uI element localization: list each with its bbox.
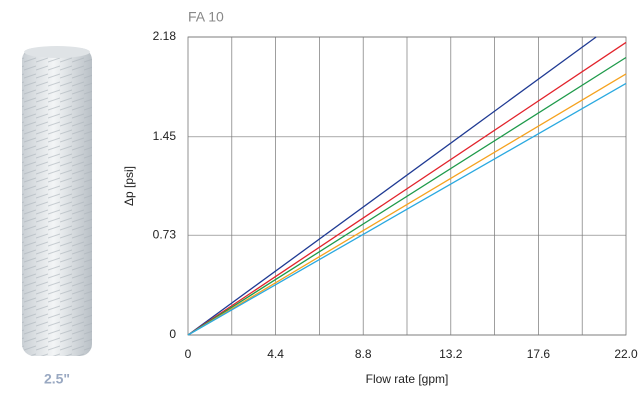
series-line — [187, 73, 627, 336]
y-tick-label: 2.18 — [153, 29, 177, 43]
series-line — [187, 56, 627, 336]
x-tick-label: 22.0 — [614, 347, 638, 361]
series-line — [187, 36, 597, 336]
plot-frame — [187, 36, 627, 336]
filter-cartridge — [22, 46, 92, 356]
x-tick-label: 0 — [185, 347, 192, 361]
y-tick-label: 0 — [169, 327, 176, 341]
series-line — [187, 41, 627, 336]
series-line — [187, 82, 627, 336]
y-tick-label: 0.73 — [153, 227, 177, 241]
y-tick-label: 1.45 — [153, 129, 177, 143]
x-axis-label: Flow rate [gpm] — [366, 372, 449, 386]
x-tick-label: 8.8 — [355, 347, 372, 361]
chart-title: FA 10 — [188, 9, 224, 25]
x-tick-label: 13.2 — [439, 347, 463, 361]
x-tick-label: 4.4 — [267, 347, 284, 361]
product-label: 2.5" — [44, 371, 70, 387]
y-axis-label: Δp [psi] — [122, 166, 136, 206]
x-tick-label: 17.6 — [527, 347, 551, 361]
